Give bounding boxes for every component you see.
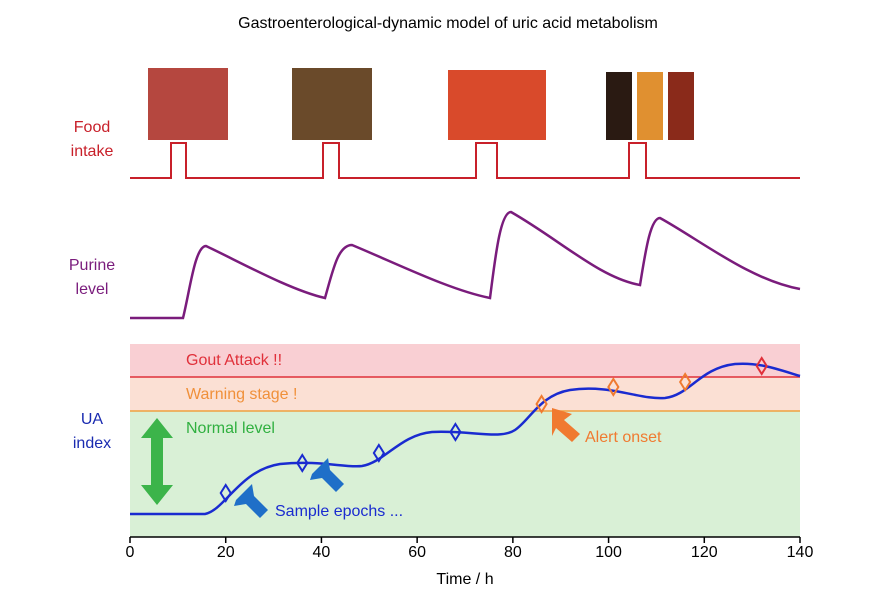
sample-epoch [372, 443, 386, 463]
annotation: Alert onset [585, 429, 662, 446]
arrow [552, 408, 580, 442]
row-label: intake [71, 143, 114, 160]
annotation: Sample epochs ... [275, 503, 403, 520]
sample-epoch [449, 422, 462, 442]
zone-label: Gout Attack !! [186, 352, 282, 369]
x-axis-label: Time / h [436, 571, 493, 588]
row-label: level [76, 281, 109, 298]
x-tick-label: 0 [126, 544, 135, 561]
food-image [668, 72, 694, 140]
x-tick-label: 20 [217, 544, 235, 561]
food-line [130, 142, 800, 179]
zone-label: Warning stage ! [186, 386, 297, 403]
food-images [148, 68, 694, 140]
food-image [606, 72, 632, 140]
sample-epoch [535, 394, 548, 414]
arrow [234, 484, 268, 518]
x-tick-label: 60 [408, 544, 426, 561]
sample-epoch [219, 483, 232, 503]
sample-epoch [607, 377, 620, 397]
x-tick-label: 40 [313, 544, 331, 561]
zone-label: Normal level [186, 420, 275, 437]
food-image [637, 72, 663, 140]
row-label: index [73, 435, 111, 452]
arrow [310, 458, 344, 492]
food-image [448, 70, 546, 140]
purine-line [130, 210, 801, 320]
row-label: UA [81, 411, 104, 428]
x-tick-label: 80 [504, 544, 522, 561]
food-image [148, 68, 228, 140]
zone-gout [130, 344, 800, 377]
x-tick-label: 140 [787, 544, 814, 561]
food-image [292, 68, 372, 140]
ua-line [130, 362, 801, 516]
sample-epoch [296, 453, 309, 473]
x-tick-label: 120 [691, 544, 718, 561]
sample-epoch [755, 356, 768, 376]
row-label: Purine [69, 257, 115, 274]
row-label: Food [74, 119, 110, 136]
zone-warning [130, 377, 800, 411]
x-tick-label: 100 [595, 544, 622, 561]
title: Gastroenterological-dynamic model of uri… [238, 15, 658, 32]
range-arrow [141, 418, 173, 505]
sample-epoch [678, 372, 692, 392]
